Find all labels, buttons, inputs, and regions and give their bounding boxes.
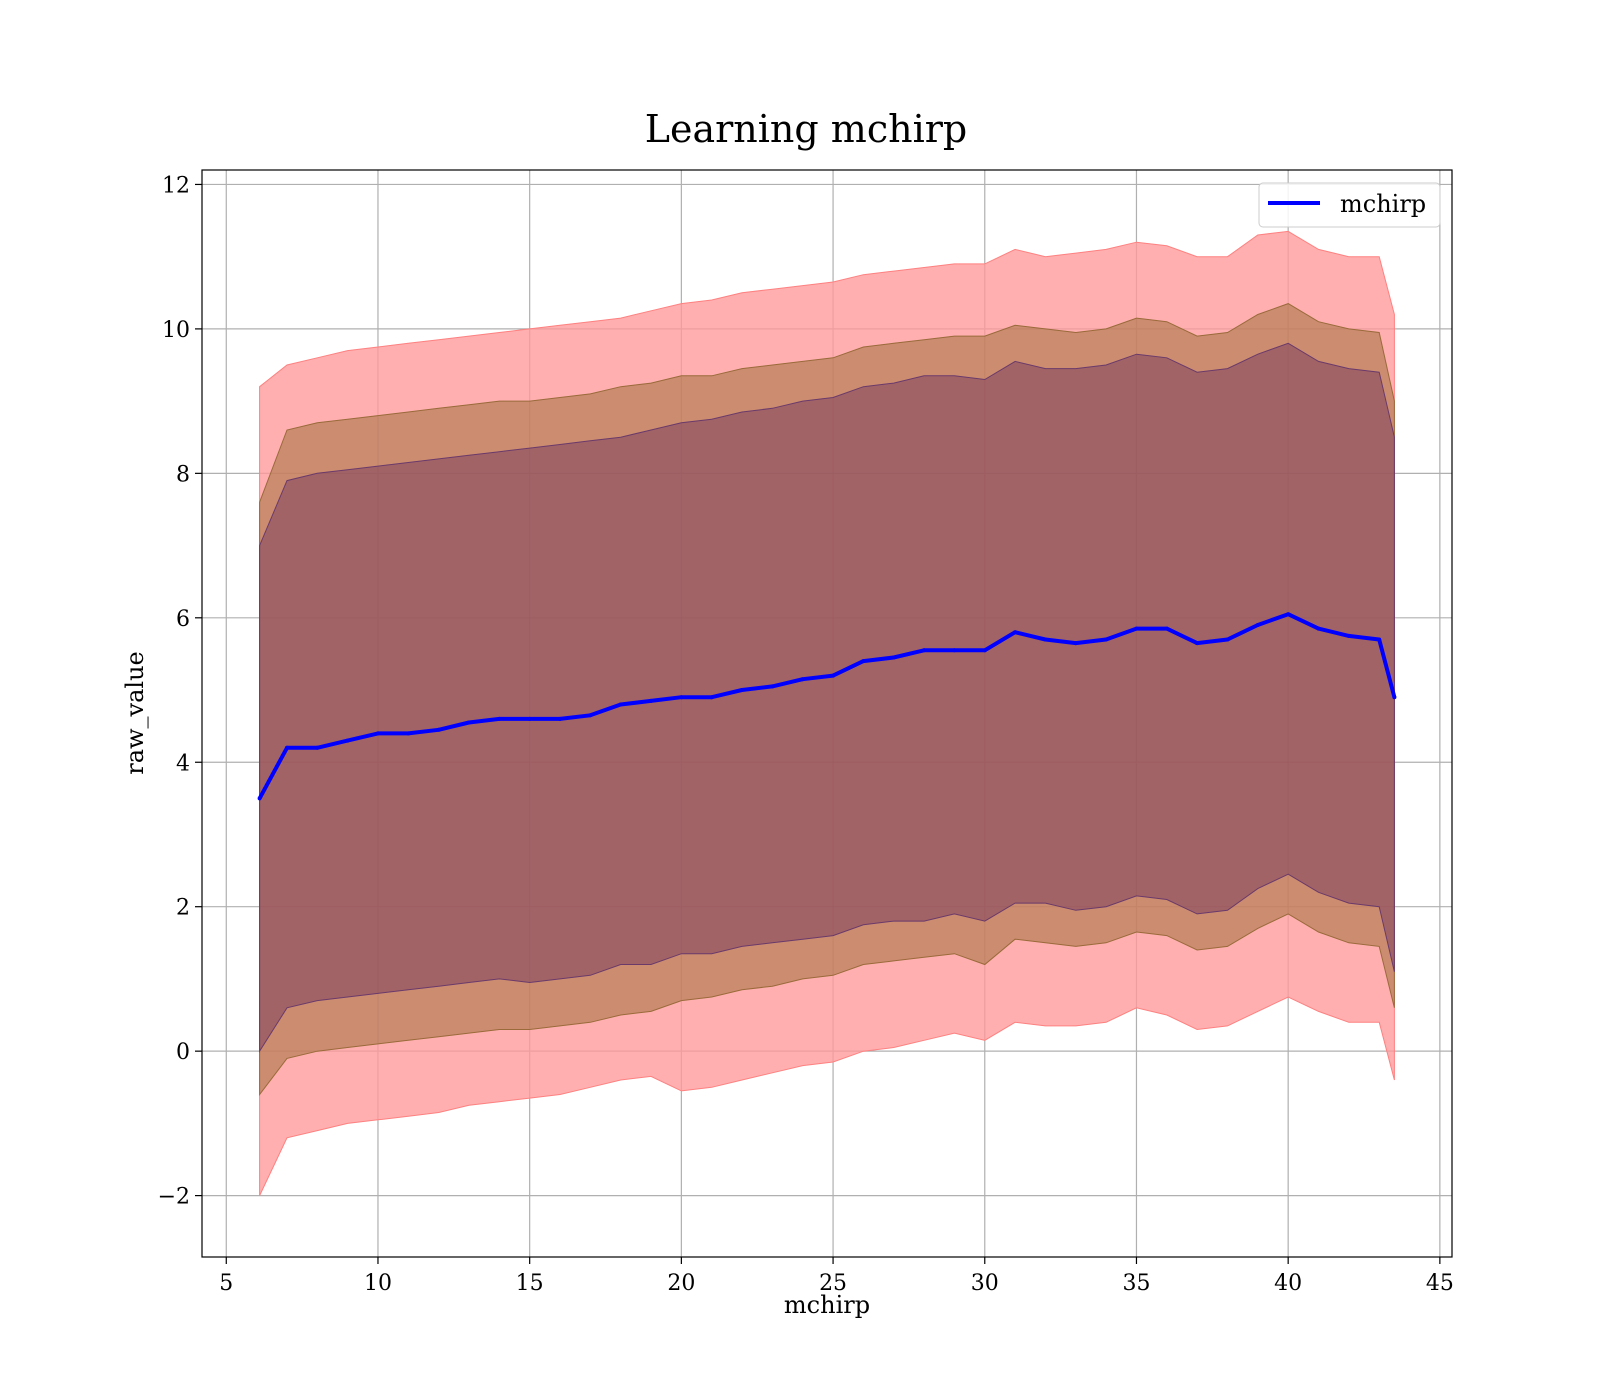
series-point-mchirp bbox=[558, 716, 562, 721]
series-point-mchirp bbox=[1286, 612, 1291, 617]
series-point-mchirp bbox=[709, 695, 714, 700]
band-group bbox=[259, 230, 1395, 1196]
x-axis: 5 10 15 20 25 30 35 40 45 bbox=[219, 1257, 1454, 1296]
series-point-mchirp bbox=[1073, 641, 1078, 646]
y-axis: −2 0 2 4 6 8 10 12 bbox=[158, 173, 202, 1210]
series-point-mchirp bbox=[1134, 626, 1139, 631]
plot-frame bbox=[201, 169, 1453, 1258]
series-point-mchirp bbox=[679, 695, 684, 700]
series-point-mchirp bbox=[497, 716, 502, 721]
series-point-mchirp bbox=[618, 702, 623, 707]
series-point-mchirp bbox=[649, 698, 653, 703]
x-tick-label: 15 bbox=[516, 1271, 544, 1296]
series-point-mchirp bbox=[861, 659, 866, 664]
y-axis-label: raw_value bbox=[121, 651, 149, 775]
band-middle bbox=[259, 303, 1395, 1096]
series-point-mchirp bbox=[285, 745, 289, 750]
series-point-mchirp bbox=[1255, 623, 1260, 627]
series-point-mchirp bbox=[1104, 637, 1109, 642]
series-point-mchirp bbox=[1164, 626, 1169, 631]
legend-box bbox=[1258, 182, 1441, 228]
x-tick-label: 40 bbox=[1274, 1271, 1302, 1296]
series-point-mchirp bbox=[1043, 637, 1048, 642]
series-point-mchirp bbox=[891, 655, 896, 660]
series-point-mchirp bbox=[952, 648, 957, 653]
y-tick-label: 0 bbox=[176, 1040, 190, 1065]
series-point-mchirp bbox=[345, 738, 350, 743]
series-point-mchirp bbox=[800, 677, 805, 682]
series-point-mchirp bbox=[1392, 695, 1397, 700]
x-tick-label: 30 bbox=[971, 1271, 999, 1296]
x-axis-label: mchirp bbox=[784, 1291, 870, 1319]
y-tick-label: 12 bbox=[162, 173, 190, 198]
y-tick-label: 2 bbox=[176, 896, 190, 921]
y-tick-label: −2 bbox=[158, 1185, 190, 1210]
series-point-mchirp bbox=[315, 745, 320, 750]
series-point-mchirp bbox=[588, 713, 593, 718]
series-point-mchirp bbox=[436, 727, 441, 732]
line-group bbox=[257, 612, 1397, 801]
y-tick-label: 6 bbox=[176, 607, 190, 632]
series-point-mchirp bbox=[1346, 633, 1351, 638]
series-point-mchirp bbox=[831, 673, 836, 678]
legend: mchirp bbox=[1258, 182, 1441, 228]
legend-label-mchirp: mchirp bbox=[1340, 190, 1426, 218]
x-tick-label: 20 bbox=[667, 1271, 695, 1296]
series-point-mchirp bbox=[1377, 637, 1382, 642]
series-point-mchirp bbox=[257, 796, 262, 801]
series-point-mchirp bbox=[376, 731, 380, 736]
x-tick-label: 25 bbox=[819, 1271, 847, 1296]
y-tick-label: 8 bbox=[176, 462, 190, 487]
chart-title: Learning mchirp bbox=[645, 107, 967, 151]
x-tick-label: 35 bbox=[1122, 1271, 1150, 1296]
series-point-mchirp bbox=[527, 716, 532, 721]
series-point-mchirp bbox=[1013, 630, 1018, 635]
x-tick-label: 45 bbox=[1426, 1271, 1454, 1296]
series-point-mchirp bbox=[740, 688, 744, 692]
series-point-mchirp bbox=[1316, 626, 1321, 631]
band-inner bbox=[259, 342, 1395, 1053]
series-point-mchirp bbox=[467, 720, 471, 725]
y-tick-label: 4 bbox=[176, 751, 190, 776]
series-point-mchirp bbox=[922, 648, 927, 653]
series-point-mchirp bbox=[770, 684, 775, 689]
series-point-mchirp bbox=[406, 731, 411, 736]
series-point-mchirp bbox=[1195, 641, 1200, 646]
series-point-mchirp bbox=[982, 648, 987, 653]
series-point-mchirp bbox=[1225, 637, 1230, 642]
y-tick-label: 10 bbox=[162, 318, 190, 343]
x-tick-label: 5 bbox=[219, 1271, 233, 1296]
x-tick-label: 10 bbox=[364, 1271, 392, 1296]
